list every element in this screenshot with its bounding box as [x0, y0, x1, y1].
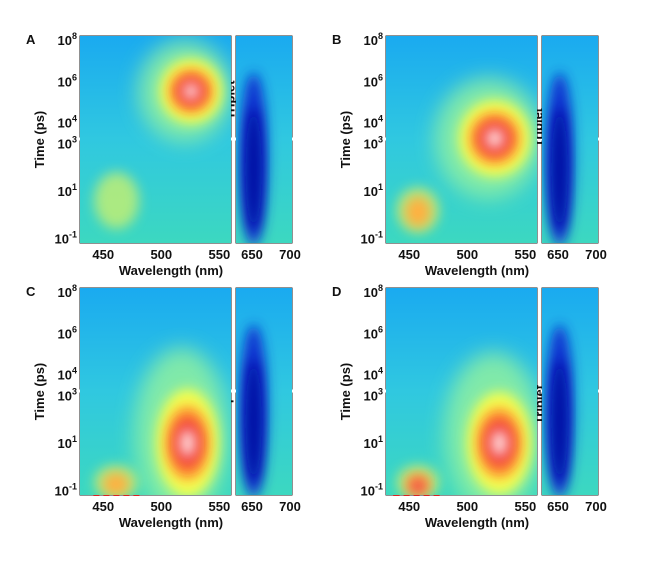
heatmap-right-a [236, 36, 292, 243]
x-axis-title: Wavelength (nm) [425, 263, 529, 278]
depletion-core [551, 107, 568, 232]
heatmap-left-clip [80, 36, 231, 243]
x-tick-label: 450 [92, 499, 114, 514]
x-tick-label: 700 [585, 499, 607, 514]
y-tick-label: 10-1 [361, 481, 383, 498]
heatmap-left-c [80, 288, 231, 495]
heatmap-left-b [386, 36, 537, 243]
x-tick-label: 650 [241, 247, 263, 262]
y-tick-label: 103 [364, 387, 383, 404]
triplet-core [490, 429, 508, 457]
triplet-core [182, 82, 200, 100]
x-tick-label: 650 [547, 499, 569, 514]
y-tick-label: 103 [364, 135, 383, 152]
heatmap-left-d [386, 288, 537, 495]
x-tick-label: 450 [398, 247, 420, 262]
x-tick-label: 650 [241, 499, 263, 514]
y-tick-label: 106 [58, 72, 77, 89]
heatmap-right-inner [542, 288, 598, 495]
x-axis-title: Wavelength (nm) [119, 263, 223, 278]
y-tick-label: 104 [364, 114, 383, 131]
singlet-band-red [409, 478, 427, 495]
heatmap-right-inner [236, 288, 292, 495]
depletion-core [245, 107, 262, 232]
depletion-core [551, 359, 568, 484]
heatmap-right-inner [236, 36, 292, 243]
x-tick-label: 550 [209, 499, 231, 514]
x-tick-label: 450 [398, 499, 420, 514]
x-tick-label: 700 [585, 247, 607, 262]
y-tick-label: 104 [58, 114, 77, 131]
heatmap-left-clip [80, 288, 231, 495]
x-tick-label: 700 [279, 247, 301, 262]
singlet-band-orange [404, 196, 432, 228]
x-tick-label: 500 [150, 247, 172, 262]
y-axis-title: Time (ps) [338, 363, 353, 421]
heatmap-left-clip [386, 36, 537, 243]
heatmap-left-a [80, 36, 231, 243]
heatmap-left-clip [386, 288, 537, 495]
y-tick-label: 108 [364, 283, 383, 300]
panel-letter: B [332, 32, 341, 47]
heatmap-right-c [236, 288, 292, 495]
depletion-core [245, 359, 262, 484]
y-tick-label: 104 [58, 366, 77, 383]
x-tick-label: 550 [515, 499, 537, 514]
y-tick-label: 103 [58, 387, 77, 404]
x-tick-label: 550 [515, 247, 537, 262]
y-tick-label: 101 [364, 182, 383, 199]
x-tick-label: 500 [456, 499, 478, 514]
y-tick-label: 108 [58, 283, 77, 300]
x-tick-label: 550 [209, 247, 231, 262]
y-tick-label: 101 [58, 434, 77, 451]
y-axis-title: Time (ps) [338, 111, 353, 169]
panel-letter: C [26, 284, 36, 299]
panel-letter: D [332, 284, 341, 299]
singlet-band-green [94, 172, 140, 229]
y-tick-label: 10-1 [55, 229, 77, 246]
x-tick-label: 500 [456, 247, 478, 262]
heatmap-right-d [542, 288, 598, 495]
y-tick-label: 101 [364, 434, 383, 451]
y-tick-label: 106 [58, 324, 77, 341]
y-axis-title: Time (ps) [32, 111, 47, 169]
y-tick-label: 108 [58, 31, 77, 48]
heatmap-right-b [542, 36, 598, 243]
y-tick-label: 101 [58, 182, 77, 199]
x-axis-title: Wavelength (nm) [425, 515, 529, 530]
x-axis-title: Wavelength (nm) [119, 515, 223, 530]
y-tick-label: 106 [364, 72, 383, 89]
triplet-core [179, 429, 196, 457]
heatmap-right-inner [542, 36, 598, 243]
panel-letter: A [26, 32, 36, 47]
x-tick-label: 700 [279, 499, 301, 514]
triplet-core [485, 128, 505, 149]
y-axis-title: Time (ps) [32, 363, 47, 421]
x-tick-label: 450 [92, 247, 114, 262]
x-tick-label: 500 [150, 499, 172, 514]
y-tick-label: 106 [364, 324, 383, 341]
y-tick-label: 10-1 [361, 229, 383, 246]
singlet-band-orange [102, 472, 130, 495]
y-tick-label: 108 [364, 31, 383, 48]
y-tick-label: 104 [364, 366, 383, 383]
x-tick-label: 650 [547, 247, 569, 262]
y-tick-label: 10-1 [55, 481, 77, 498]
y-tick-label: 103 [58, 135, 77, 152]
